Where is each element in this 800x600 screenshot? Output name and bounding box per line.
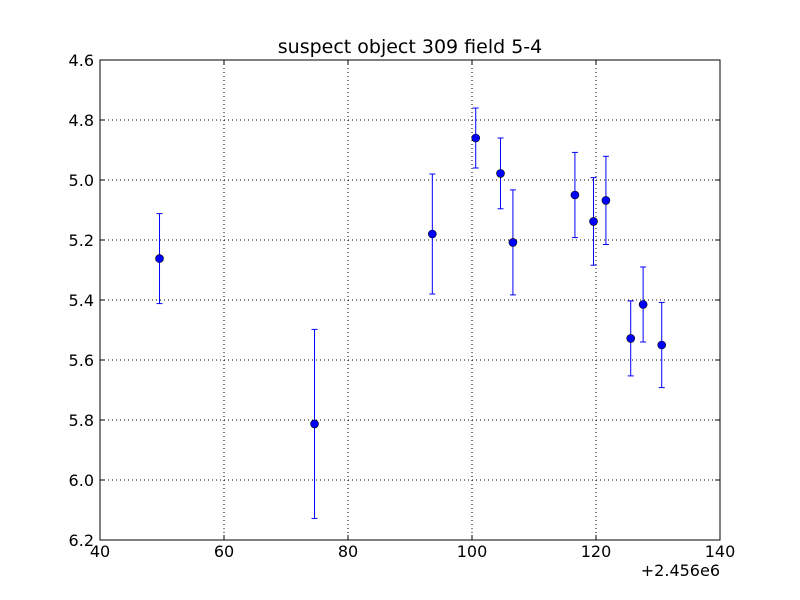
- y-tick-label: 4.8: [69, 111, 94, 130]
- x-tick-label: 40: [90, 542, 110, 561]
- data-point: [570, 190, 580, 200]
- data-point: [155, 254, 164, 263]
- x-tick-label: 120: [581, 542, 612, 561]
- y-tick-labels: 4.6 4.8 5.0 5.2 5.4 5.6 5.8 6.0 6.2: [69, 51, 94, 550]
- y-tick-label: 5.4: [69, 291, 94, 310]
- data-point: [638, 300, 648, 309]
- y-tick-label: 5.2: [69, 231, 94, 250]
- x-tick-label: 80: [338, 542, 358, 561]
- data-point: [471, 133, 481, 143]
- x-tick-label: 140: [705, 542, 736, 561]
- x-offset-label: +2.456e6: [641, 561, 720, 580]
- y-tick-label: 5.0: [69, 171, 94, 190]
- data-point: [657, 340, 667, 350]
- y-tick-label: 5.8: [69, 411, 94, 430]
- axis-ticks: [99, 59, 721, 541]
- y-tick-label: 6.2: [69, 531, 94, 550]
- data-points: [155, 133, 667, 429]
- data-point: [496, 169, 505, 178]
- x-tick-label: 60: [214, 542, 234, 561]
- data-point: [310, 419, 319, 429]
- x-tick-label: 100: [457, 542, 488, 561]
- data-point: [428, 229, 437, 239]
- y-tick-label: 6.0: [69, 471, 94, 490]
- data-point: [508, 238, 518, 247]
- x-tick-labels: 40 60 80 100 120 140: [90, 542, 735, 561]
- y-tick-label: 4.6: [69, 51, 94, 70]
- data-point: [626, 334, 636, 343]
- chart-title: suspect object 309 field 5-4: [278, 36, 543, 58]
- data-point: [601, 196, 611, 205]
- data-point: [589, 217, 598, 226]
- y-tick-label: 5.6: [69, 351, 94, 370]
